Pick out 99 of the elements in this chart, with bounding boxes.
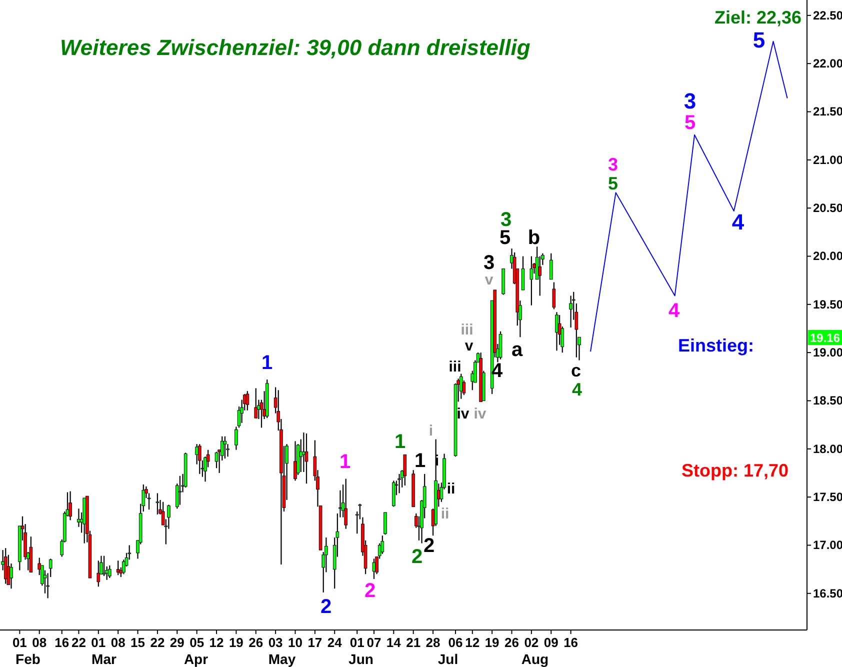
x-tick-label: 07 <box>366 635 382 650</box>
x-tick-label: 01 <box>12 635 27 650</box>
x-tick-label: 12 <box>209 635 224 650</box>
text: Jun <box>348 650 374 667</box>
annotation: 3 <box>483 252 495 274</box>
candlestick <box>156 492 160 515</box>
x-tick-label: 22 <box>150 635 165 650</box>
x-tick-label: 29 <box>170 635 184 650</box>
candlestick <box>403 454 407 486</box>
annotation: iv <box>456 405 470 422</box>
text: Weiteres Zwischenziel: 39,00 dann dreistellig <box>60 35 531 60</box>
candlestick <box>223 436 227 460</box>
candlestick <box>234 426 238 450</box>
candlestick <box>530 256 534 306</box>
candlestick <box>246 390 250 411</box>
candlestick <box>102 555 106 577</box>
annotation: v <box>464 337 474 354</box>
x-tick-label: 03 <box>268 635 283 650</box>
annotation: iii <box>460 321 474 338</box>
text: 19.16 <box>810 331 840 345</box>
candlestick <box>538 256 542 296</box>
annotation: 4 <box>732 210 745 235</box>
annotation: iii <box>448 358 462 376</box>
x-tick-label: 24 <box>327 635 343 650</box>
annotation: 1 <box>394 431 406 453</box>
x-tick-label: 08 <box>110 635 126 650</box>
text: Jul <box>438 650 458 667</box>
x-tick-label: 26 <box>504 635 519 650</box>
annotation: 5 <box>608 173 618 194</box>
text: Mar <box>92 650 117 667</box>
annotation: ii <box>446 480 456 498</box>
annotation: 2 <box>423 535 435 557</box>
annotation: 5 <box>684 112 696 134</box>
x-tick-label: 01 <box>350 635 364 650</box>
x-tick-label: 21 <box>406 635 421 650</box>
candlestick <box>178 475 182 506</box>
candlestick <box>521 256 525 291</box>
x-tick-label: 22 <box>71 635 86 650</box>
annotation: iv <box>474 405 487 422</box>
x-tick-label: 19 <box>228 635 244 650</box>
x-tick-label: 16 <box>54 635 70 650</box>
x-tick-label: 16 <box>564 635 578 650</box>
candlestick <box>569 295 572 328</box>
annotation: c <box>570 360 582 380</box>
text: Feb <box>16 650 40 667</box>
annotation: 1 <box>261 352 273 374</box>
text: Apr <box>184 650 209 667</box>
x-tick-label: 15 <box>130 635 146 650</box>
x-tick-label: 06 <box>448 635 463 650</box>
x-tick-label: 05 <box>190 635 204 650</box>
annotation: i <box>434 452 440 470</box>
x-tick-label: 01 <box>91 635 106 650</box>
annotation: b <box>528 227 540 249</box>
candlestick <box>549 252 553 280</box>
candlestick <box>384 512 387 536</box>
x-tick-label: 17 <box>308 635 322 650</box>
annotation: Ziel: 22,36 <box>714 7 802 28</box>
x-tick-label: 26 <box>248 635 264 650</box>
annotation: 3 <box>608 154 618 174</box>
annotation: v <box>484 271 494 288</box>
annotation: 4 <box>668 300 680 322</box>
candlestick <box>294 440 297 482</box>
x-tick-label: 10 <box>288 635 302 650</box>
x-tick-label: 12 <box>465 635 480 650</box>
x-tick-label: 02 <box>524 635 539 650</box>
annotation: ii <box>440 505 450 522</box>
candlestick <box>108 564 112 579</box>
annotation: 1 <box>414 450 426 472</box>
annotation: a <box>511 339 524 361</box>
text: May <box>268 650 296 667</box>
x-tick-label: 08 <box>32 635 47 650</box>
candlestick <box>214 451 218 469</box>
annotation: 2 <box>364 580 376 602</box>
candlestick <box>380 535 384 554</box>
annotation: 2 <box>320 596 332 618</box>
annotation: 5 <box>752 28 766 53</box>
candlestick <box>96 560 100 588</box>
x-tick-label: 09 <box>544 635 558 650</box>
annotation: Stopp: 17,70 <box>681 460 789 480</box>
candlestick <box>498 330 502 360</box>
candlestick <box>392 480 396 508</box>
text: Aug <box>521 650 549 667</box>
annotation: Einstieg: <box>678 335 754 356</box>
candlestick <box>254 388 258 419</box>
candlestick <box>552 282 556 310</box>
candlestick <box>304 432 308 484</box>
annotation: 3 <box>684 88 696 114</box>
candlestick <box>344 478 348 530</box>
x-tick-label: 28 <box>426 635 440 650</box>
annotation: i <box>428 422 434 440</box>
candlestick <box>555 312 558 352</box>
candlestick <box>398 473 401 494</box>
candlestick <box>198 444 202 474</box>
x-tick-label: 19 <box>484 635 500 650</box>
candlestick <box>302 432 306 473</box>
x-tick-label: 14 <box>386 635 402 650</box>
annotation: 1 <box>339 451 351 473</box>
annotation: 2 <box>411 546 423 568</box>
annotation: 4 <box>572 379 582 400</box>
